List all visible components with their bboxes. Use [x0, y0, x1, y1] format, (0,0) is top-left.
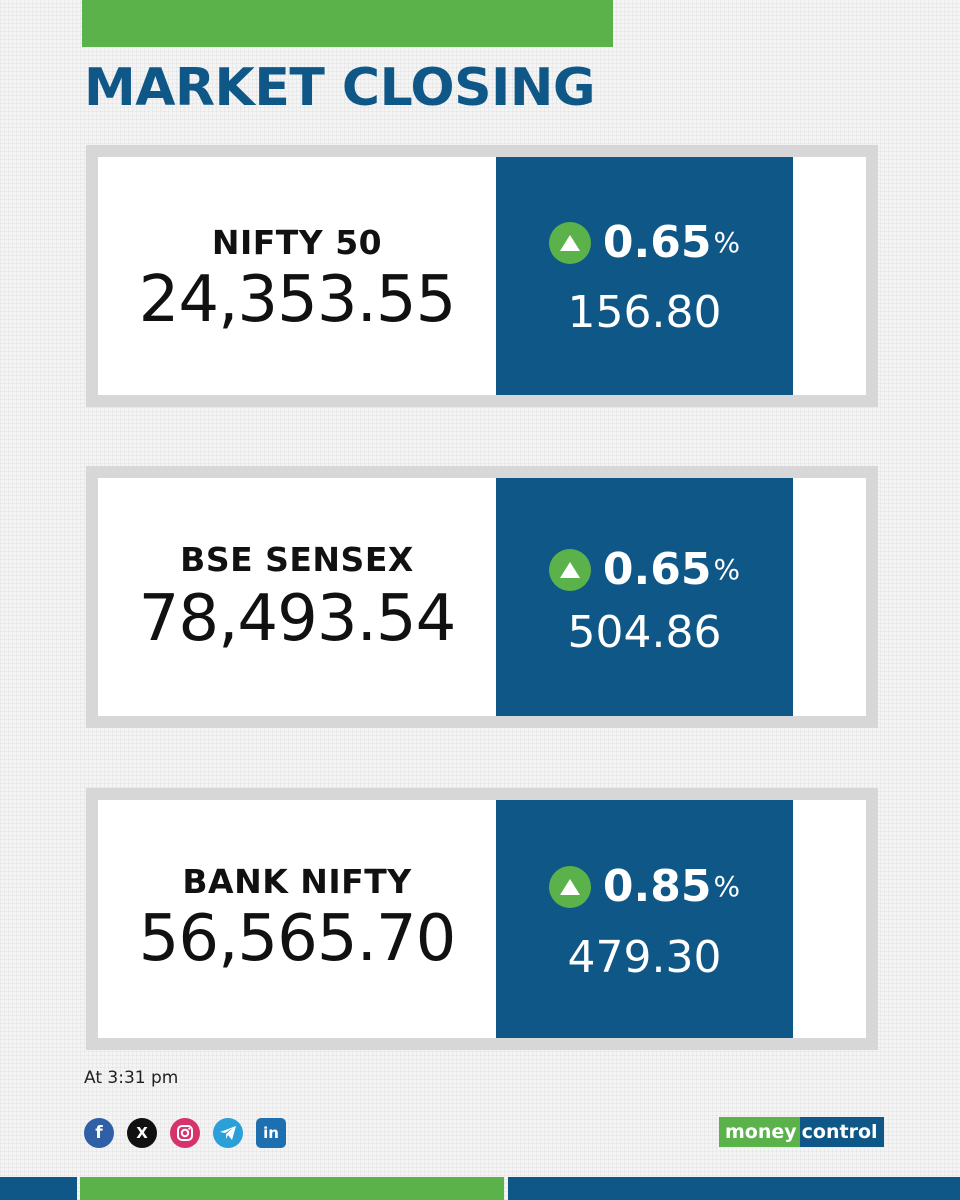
- change-points: 504.86: [567, 607, 722, 658]
- change-points: 156.80: [567, 287, 722, 338]
- telegram-icon[interactable]: [213, 1118, 243, 1148]
- index-value: 24,353.55: [138, 263, 457, 337]
- index-name: BANK NIFTY: [182, 862, 412, 901]
- logo-part-control: control: [799, 1117, 884, 1147]
- x-icon[interactable]: X: [127, 1118, 157, 1148]
- change-percent: 0.65: [602, 217, 712, 268]
- change-panel: [496, 478, 793, 716]
- index-card-sensex: BSE SENSEX 78,493.54 0.65 % 504.86: [86, 466, 878, 728]
- change-pct-row: 0.65 %: [496, 544, 793, 595]
- change-panel: [496, 800, 793, 1038]
- index-value: 56,565.70: [138, 902, 457, 976]
- percent-sign: %: [713, 553, 741, 586]
- index-name: NIFTY 50: [211, 223, 383, 262]
- index-name: BSE SENSEX: [180, 540, 414, 579]
- index-card-banknifty: BANK NIFTY 56,565.70 0.85 % 479.30: [86, 788, 878, 1050]
- change-pct-row: 0.85 %: [496, 861, 793, 912]
- up-arrow-icon: [548, 548, 591, 591]
- linkedin-icon[interactable]: in: [256, 1118, 286, 1148]
- change-panel: [496, 157, 793, 395]
- facebook-icon[interactable]: f: [84, 1118, 114, 1148]
- timestamp: At 3:31 pm: [84, 1068, 179, 1088]
- change-points: 479.30: [567, 932, 722, 983]
- top-accent-bar: [82, 0, 613, 47]
- bottom-bar-left: [0, 1177, 77, 1200]
- index-card-nifty50: NIFTY 50 24,353.55 0.65 % 156.80: [86, 145, 878, 407]
- index-value: 78,493.54: [138, 582, 457, 656]
- moneycontrol-logo: money control: [719, 1117, 884, 1147]
- bottom-bar-right: [508, 1177, 960, 1200]
- logo-part-money: money: [719, 1117, 800, 1147]
- percent-sign: %: [713, 226, 741, 259]
- up-arrow-icon: [548, 221, 591, 264]
- page-title: MARKET CLOSING: [84, 58, 596, 118]
- percent-sign: %: [713, 870, 741, 903]
- social-links: f X in: [84, 1118, 286, 1148]
- change-pct-row: 0.65 %: [496, 217, 793, 268]
- instagram-icon[interactable]: [170, 1118, 200, 1148]
- bottom-bar-middle: [80, 1177, 504, 1200]
- change-percent: 0.85: [602, 861, 712, 912]
- change-percent: 0.65: [602, 544, 712, 595]
- up-arrow-icon: [548, 865, 591, 908]
